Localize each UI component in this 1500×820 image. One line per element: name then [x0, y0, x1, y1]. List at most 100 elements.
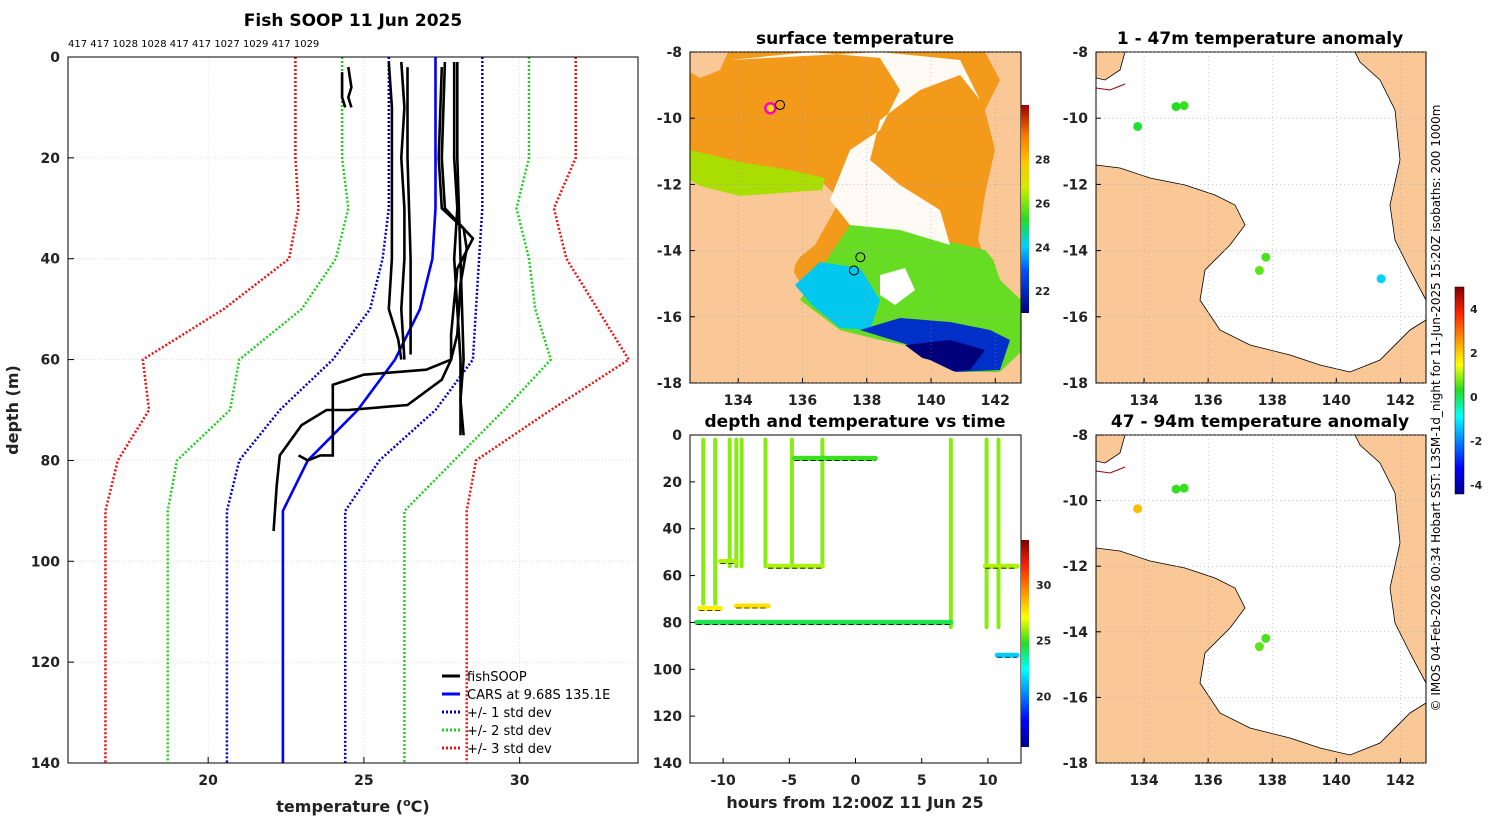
profile-ytick-label: 120 — [31, 655, 60, 671]
anomaly-map-1-points — [1133, 101, 1386, 284]
profile-series-fishsoop-cast-5 — [272, 61, 475, 532]
depth-time-ytick-label: 20 — [663, 475, 683, 491]
sst-marker-circle — [855, 252, 866, 263]
depth-time-xtick-label: 5 — [917, 773, 927, 789]
anomaly-map-2-land-south — [1096, 547, 1426, 763]
depth-time-xtick-label: 10 — [978, 773, 998, 789]
profile-ytick-label: 60 — [41, 353, 61, 369]
legend-label: fishSOOP — [467, 670, 527, 685]
sst-map-panel: surface temperature 134 136 138 140 142 -8 -10… — [657, 29, 1051, 409]
anomaly-map-2-field — [1096, 435, 1426, 763]
anomaly-map-1-point — [1261, 252, 1271, 262]
anomaly-map-1-xtick-label: 136 — [1194, 393, 1223, 409]
sst-ytick-label: -12 — [657, 177, 682, 193]
profile-series-fishsoop-cast-1 — [387, 61, 403, 360]
sst-coldest-water — [905, 340, 985, 372]
anomaly-map-2-points — [1133, 483, 1271, 652]
sst-land-nw — [690, 52, 728, 78]
sst-ytick-label: -10 — [657, 111, 683, 127]
profile-series-std3-high — [465, 57, 631, 763]
profile-series-cars-mean — [281, 57, 437, 763]
sst-map-field — [690, 52, 1021, 383]
profile-xtick-label: 30 — [510, 773, 530, 789]
depth-time-plot — [694, 437, 1020, 658]
sst-ytick-label: -16 — [657, 310, 682, 326]
anomaly-map-1-ytick-label: -10 — [1063, 111, 1089, 127]
sst-colorbar-label: 28 — [1035, 154, 1050, 167]
profile-series-std2-high — [403, 57, 553, 763]
depth-time-ytick-label: 140 — [653, 756, 682, 772]
anomaly-map-2-ytick-label: -16 — [1063, 690, 1088, 706]
profile-ytick-label: 100 — [31, 554, 60, 570]
anomaly-map-1-xtick-label: 142 — [1386, 393, 1415, 409]
sst-map-title: surface temperature — [756, 29, 954, 49]
sst-xtick-label: 134 — [724, 393, 753, 409]
sst-marker-ring — [764, 102, 777, 115]
sst-ytick-label: -8 — [666, 45, 682, 61]
anomaly-map-1-land-east — [1354, 52, 1426, 301]
sst-ticks: 134 136 138 140 142 -8 -10 -12 -14 -16 -18 — [657, 45, 1021, 409]
profile-ytick-label: 0 — [50, 50, 60, 66]
depth-time-ytick-label: 80 — [663, 615, 683, 631]
anomaly-colorbar-label: -4 — [1470, 479, 1483, 492]
profile-ytick-label: 20 — [41, 151, 61, 167]
profile-panel: Fish SOOP 11 Jun 2025 417 417 1028 1028 … — [3, 11, 639, 816]
legend-label: +/- 3 std dev — [467, 742, 552, 757]
anomaly-map-2-ytick-label: -14 — [1063, 625, 1089, 641]
sst-markers — [764, 99, 866, 276]
anomaly-colorbar-label: 4 — [1470, 303, 1478, 316]
anomaly-map-1-ytick-label: -18 — [1063, 376, 1088, 392]
sst-cloud-2 — [880, 268, 915, 305]
sst-ytick-label: -18 — [657, 376, 682, 392]
anomaly-map-2-xtick-label: 142 — [1386, 773, 1415, 789]
sst-land-south — [690, 185, 1021, 383]
anomaly-map-1-ytick-label: -12 — [1063, 177, 1088, 193]
depth-time-xtick-label: -10 — [710, 773, 736, 789]
legend-label: +/- 1 std dev — [467, 706, 552, 721]
sst-ytick-label: -14 — [657, 244, 683, 260]
depth-time-colorbar-label: 25 — [1036, 635, 1051, 648]
credit-text: © IMOS 04-Feb-2026 00:34 Hobart SST: L3S… — [1429, 105, 1443, 712]
anomaly-map-2-ytick-label: -8 — [1072, 428, 1088, 444]
depth-time-colorbar-ticks: 20 25 30 — [1036, 579, 1052, 704]
profile-ytick-label: 140 — [31, 756, 60, 772]
anomaly-map-2-land-east — [1354, 435, 1426, 684]
profile-series-fishsoop-cast-7 — [456, 62, 465, 436]
legend-label: +/- 2 std dev — [467, 724, 552, 739]
sst-land-east — [980, 52, 1021, 300]
profile-series-fishsoop-cast-3 — [406, 67, 412, 355]
anomaly-map-1-land-south — [1096, 164, 1426, 383]
profile-series-std1-low — [225, 57, 391, 763]
sst-colorbar-label: 26 — [1035, 198, 1051, 211]
anomaly-map-2-panel: 47 - 94m temperature anomaly 134 136 138 14… — [1063, 412, 1427, 789]
depth-time-colorbar-label: 30 — [1036, 579, 1052, 592]
anomaly-map-2-point — [1254, 642, 1264, 652]
anomaly-map-1-ytick-label: -14 — [1063, 244, 1089, 260]
sst-cloud-1 — [730, 52, 980, 245]
anomaly-map-2-land-nw — [1096, 435, 1126, 464]
depth-time-ytick-label: 0 — [672, 428, 682, 444]
anomaly-map-1-point — [1254, 265, 1264, 275]
sst-marker-circle — [848, 265, 859, 276]
anomaly-map-2-title: 47 - 94m temperature anomaly — [1111, 412, 1409, 432]
anomaly-map-2-point — [1179, 483, 1189, 493]
anomaly-map-1-point — [1376, 274, 1386, 284]
anomaly-map-1-field — [1096, 52, 1426, 383]
anomaly-map-2-xtick-label: 134 — [1129, 773, 1158, 789]
anomaly-map-2-ytick-label: -12 — [1063, 559, 1088, 575]
sst-colorbar — [1021, 105, 1029, 313]
anomaly-map-1-ytick-label: -8 — [1072, 45, 1088, 61]
anomaly-map-2-point — [1261, 633, 1271, 643]
sst-cool-water — [795, 262, 880, 330]
sst-colorbar-ticks: 22 24 26 28 — [1035, 154, 1051, 298]
depth-time-colorbar — [1021, 540, 1029, 747]
anomaly-colorbar-label: 0 — [1470, 391, 1478, 404]
profile-legend: fishSOOP CARS at 9.68S 135.1E +/- 1 std de… — [442, 670, 610, 757]
profile-xlabel: temperature (oC) — [276, 796, 429, 816]
sst-marker-circle — [774, 99, 785, 110]
depth-time-ytick-label: 40 — [663, 522, 683, 538]
anomaly-map-1-ytick-label: -16 — [1063, 310, 1088, 326]
profile-ytick-label: 80 — [41, 453, 61, 469]
